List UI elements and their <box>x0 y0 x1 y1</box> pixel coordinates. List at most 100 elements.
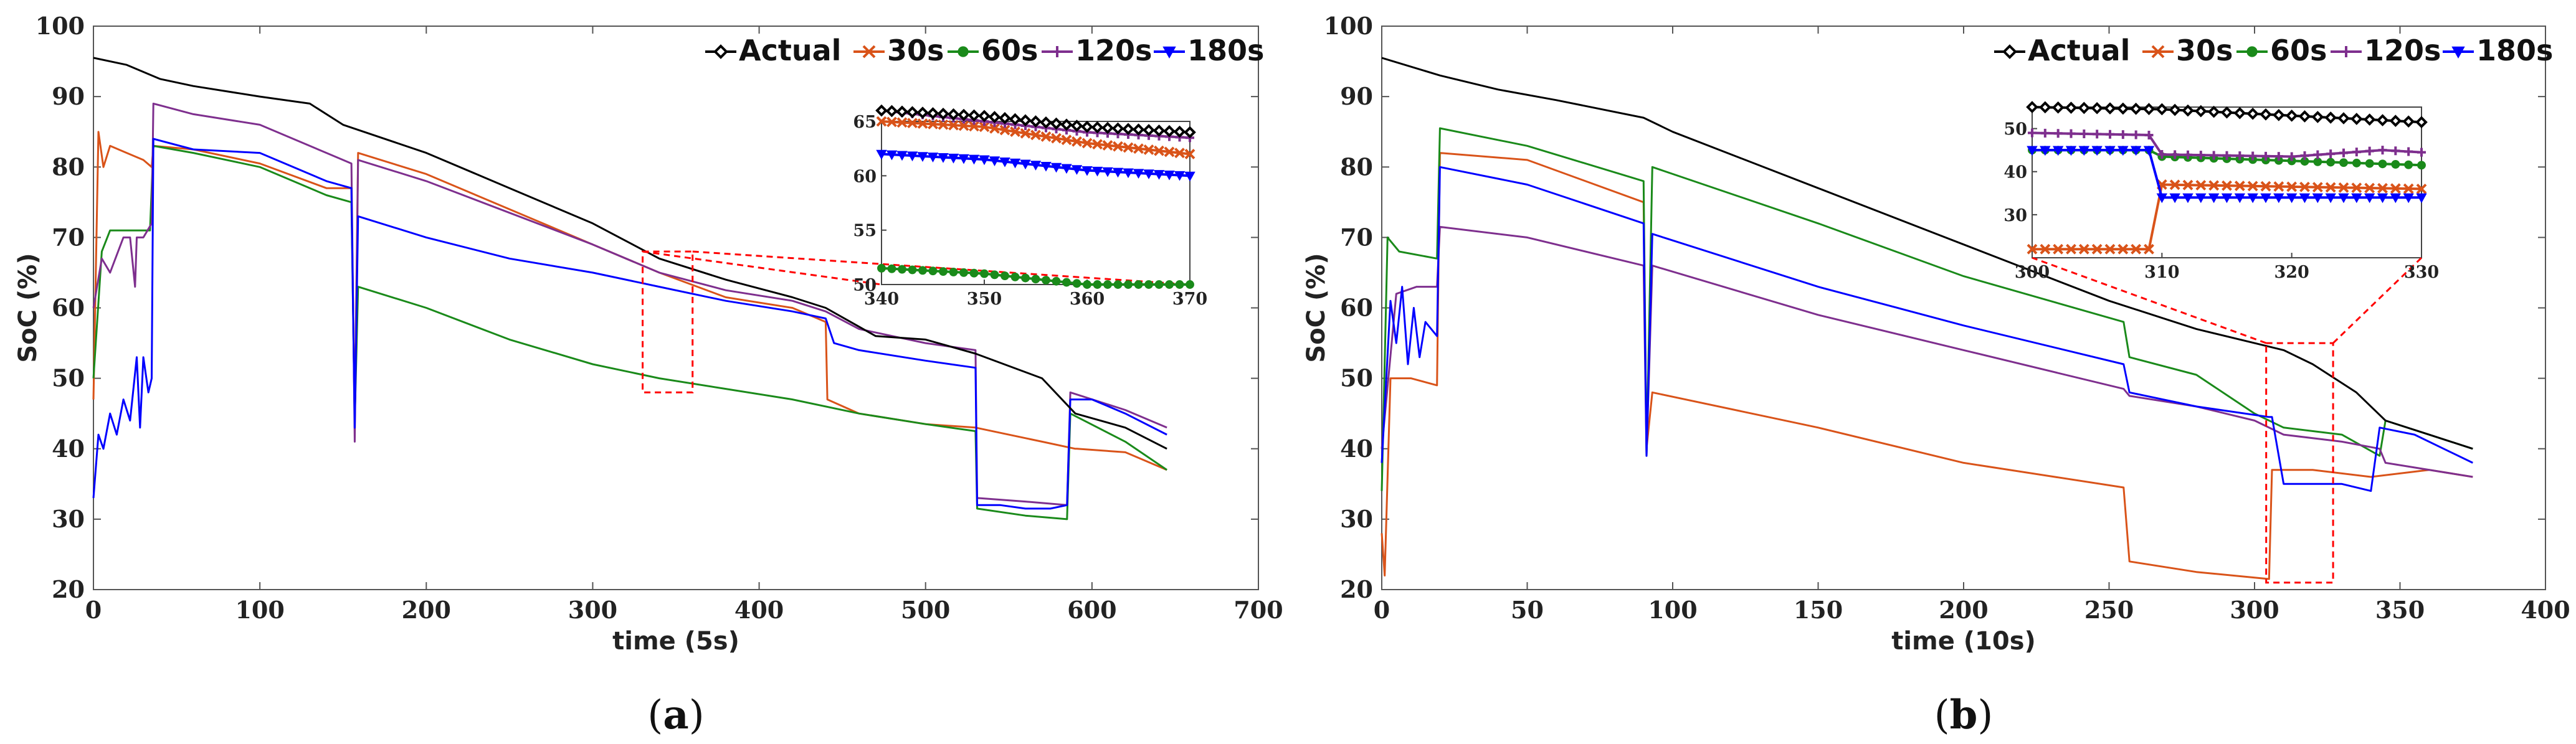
inset-marker-180s <box>886 150 898 161</box>
inset-marker-30s <box>1030 129 1041 141</box>
inset-marker-actual <box>2104 102 2116 115</box>
inset-marker-180s <box>896 151 908 161</box>
inset-marker-30s <box>2260 181 2271 192</box>
inset-marker-actual <box>1029 115 1042 128</box>
inset-marker-30s <box>979 121 990 133</box>
zoom-connector <box>642 250 882 286</box>
legend-label: 30s <box>887 34 944 67</box>
inset-marker-60s <box>1052 276 1061 286</box>
inset-marker-actual <box>2260 108 2272 121</box>
inset-marker-120s <box>2040 128 2050 138</box>
inset-marker-30s <box>2195 180 2207 191</box>
inset-marker-30s <box>1174 148 1185 159</box>
inset-marker-30s <box>1164 146 1175 158</box>
inset-marker-30s <box>2273 181 2284 192</box>
inset-marker-60s <box>2391 160 2400 169</box>
y-tick-label: 100 <box>36 12 85 40</box>
inset-marker-180s <box>876 149 887 160</box>
x-tick-label: 150 <box>1794 596 1843 624</box>
inset-marker-actual <box>999 111 1011 125</box>
inset-marker-180s <box>2117 146 2129 156</box>
inset-marker-60s <box>2378 159 2387 169</box>
inset-y-tick-label: 30 <box>2003 206 2027 225</box>
inset-marker-60s <box>949 267 958 276</box>
legend-label: 60s <box>2270 34 2327 67</box>
inset-marker-60s <box>1175 280 1184 289</box>
inset-marker-actual <box>2273 108 2285 121</box>
panel-a: 0 100 200 300 400 500 600 700 20 30 40 50 60 70 80 90 10… <box>14 12 1283 738</box>
inset-marker-180s <box>2221 193 2233 204</box>
inset-marker-30s <box>2078 243 2089 255</box>
panel-label: (a) <box>647 692 704 738</box>
inset-marker-180s <box>2078 146 2090 156</box>
y-tick-label: 30 <box>52 505 85 533</box>
inset-marker-actual <box>2363 113 2376 126</box>
inset-marker-30s <box>2169 179 2180 191</box>
inset-y-tick-label: 50 <box>2003 120 2027 139</box>
legend-marker-30s <box>862 45 876 59</box>
inset-marker-30s <box>2403 183 2414 194</box>
inset-marker-30s <box>2066 243 2076 255</box>
inset-marker-60s <box>1113 280 1123 289</box>
inset-marker-60s <box>1154 280 1164 289</box>
inset-marker-120s <box>2352 148 2361 157</box>
inset-marker-actual <box>2285 110 2298 122</box>
inset-x-tick-label: 350 <box>967 290 1002 309</box>
inset-marker-30s <box>1040 131 1052 142</box>
inset-marker-30s <box>2390 183 2401 194</box>
inset-marker-actual <box>2298 110 2311 123</box>
inset-marker-30s <box>1113 141 1123 152</box>
inset-marker-60s <box>1186 280 1194 289</box>
inset-marker-60s <box>1021 273 1030 283</box>
inset-marker-actual <box>1101 121 1114 134</box>
inset-marker-60s <box>2404 160 2413 169</box>
inset-marker-60s <box>1093 280 1102 289</box>
inset-marker-180s <box>958 154 969 164</box>
inset-marker-180s <box>2377 193 2388 204</box>
inset-marker-180s <box>938 153 949 163</box>
inset-marker-120s <box>2118 130 2127 139</box>
legend-label: 180s <box>1187 34 1264 67</box>
inset-marker-actual <box>2078 101 2091 115</box>
inset-marker-180s <box>2195 193 2207 204</box>
inset-marker-180s <box>2312 193 2324 204</box>
inset-marker-30s <box>2027 243 2038 255</box>
legend-label: 120s <box>1075 34 1152 67</box>
x-tick-label: 600 <box>1067 596 1116 624</box>
inset-marker-180s <box>2364 193 2375 204</box>
inset-marker-actual <box>906 106 919 118</box>
inset-marker-60s <box>959 268 968 277</box>
y-tick-label: 40 <box>1340 435 1373 463</box>
inset-marker-180s <box>2052 146 2064 156</box>
inset-marker-actual <box>885 105 898 118</box>
inset-marker-120s <box>2365 146 2374 156</box>
inset-marker-30s <box>2416 183 2427 194</box>
inset-marker-30s <box>1081 138 1093 149</box>
inset-marker-actual <box>1050 117 1063 130</box>
x-axis-title: time (5s) <box>612 627 739 656</box>
inset-marker-60s <box>1000 271 1009 280</box>
inset-marker-30s <box>2053 243 2064 255</box>
inset-marker-180s <box>1102 167 1113 177</box>
inset-marker-30s <box>2208 180 2220 191</box>
y-tick-label: 20 <box>52 575 85 603</box>
inset-marker-30s <box>2312 182 2323 193</box>
inset-marker-actual <box>2350 113 2363 125</box>
inset-marker-60s <box>1124 280 1133 289</box>
inset-marker-actual <box>2117 102 2129 115</box>
inset-marker-30s <box>907 118 918 129</box>
inset-marker-180s <box>2040 146 2051 156</box>
inset-marker-180s <box>2390 193 2402 204</box>
inset-marker-180s <box>2416 193 2427 204</box>
inset-marker-actual <box>2051 101 2065 114</box>
inset-marker-actual <box>1132 123 1145 136</box>
x-tick-label: 400 <box>734 596 784 624</box>
inset-marker-30s <box>1102 140 1113 151</box>
inset-marker-actual <box>1173 125 1186 138</box>
inset-marker-actual <box>2155 103 2169 116</box>
inset-marker-60s <box>887 264 896 273</box>
inset-marker-180s <box>2027 146 2038 156</box>
inset-marker-30s <box>2104 243 2116 255</box>
inset-marker-180s <box>1050 162 1062 173</box>
series-line-actual <box>1381 57 2473 450</box>
